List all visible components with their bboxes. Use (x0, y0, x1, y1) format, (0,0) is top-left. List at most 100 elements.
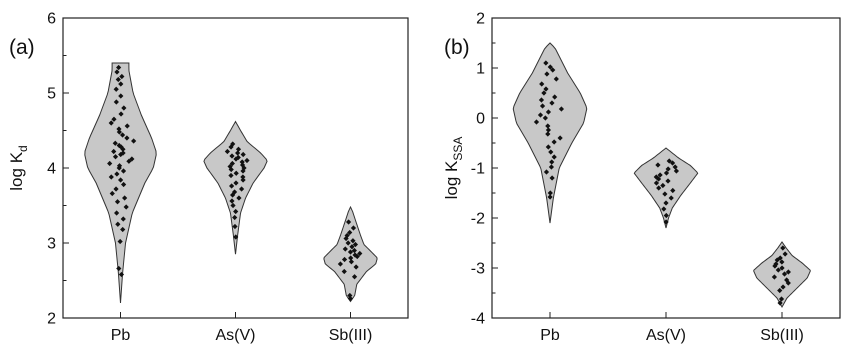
data-point (235, 146, 242, 152)
data-point (547, 194, 553, 200)
data-point (663, 170, 670, 176)
data-point (549, 175, 555, 181)
data-point (785, 269, 791, 275)
data-point (230, 141, 236, 147)
x-tick-label: Pb (540, 327, 560, 344)
data-point (236, 195, 242, 201)
data-point (118, 271, 125, 278)
data-point (663, 219, 669, 225)
data-point (118, 177, 124, 183)
data-point (661, 206, 667, 212)
data-point (345, 219, 352, 225)
data-point (533, 119, 540, 125)
y-tick-label: -4 (471, 311, 485, 328)
y-tick-label: 6 (47, 11, 56, 28)
data-point (673, 168, 679, 174)
data-point (353, 264, 359, 270)
y-tick-label: 5 (47, 86, 56, 103)
data-point (232, 214, 238, 221)
data-point (229, 198, 235, 204)
data-point (551, 139, 557, 145)
x-tick-label: Sb(III) (329, 327, 373, 344)
data-point (774, 257, 780, 263)
data-point (777, 300, 783, 306)
data-point (244, 157, 250, 164)
data-point (548, 149, 554, 155)
data-point (348, 259, 355, 265)
data-point (224, 148, 231, 155)
data-point (232, 223, 238, 230)
y-tick-label: 0 (476, 111, 485, 128)
data-point (549, 159, 555, 165)
data-point (131, 138, 137, 144)
data-point (118, 93, 124, 99)
data-point (670, 187, 676, 194)
data-point (113, 86, 119, 92)
data-point (116, 142, 122, 149)
data-point (777, 287, 783, 294)
data-point (545, 127, 552, 133)
y-axis-label: log Kd (7, 145, 30, 190)
violin-asv (203, 120, 268, 255)
data-point (779, 265, 785, 271)
data-point (233, 234, 239, 240)
data-point (665, 166, 671, 172)
data-point (341, 268, 347, 275)
data-point (122, 195, 128, 201)
data-point (120, 168, 127, 174)
data-point (666, 158, 672, 164)
data-point (354, 253, 360, 260)
data-point (229, 183, 235, 189)
data-point (545, 123, 551, 129)
data-point (235, 154, 241, 161)
panel-label: (b) (444, 36, 470, 59)
data-point (653, 174, 659, 180)
data-point (116, 129, 122, 135)
data-point (240, 174, 246, 180)
data-point (235, 150, 241, 156)
data-point (773, 261, 779, 267)
panel-b: -4 -3 -2 -1 0 1 2 Pb As(V) Sb(III) (b) log KSSA (442, 11, 841, 344)
data-point (663, 212, 669, 219)
data-point (539, 81, 545, 87)
data-point (663, 200, 669, 206)
data-point (341, 256, 348, 263)
data-point (119, 132, 126, 138)
data-point (113, 99, 119, 105)
data-point (344, 232, 350, 239)
data-point (118, 111, 124, 117)
data-point (342, 246, 348, 252)
data-point (543, 60, 549, 66)
data-point (548, 164, 555, 170)
y-tick-label: 2 (47, 311, 56, 328)
data-point (655, 162, 661, 168)
data-point (547, 190, 553, 196)
y-tick-label: -2 (471, 211, 485, 228)
violin-asv (633, 147, 699, 229)
data-point (349, 244, 355, 250)
data-point (549, 100, 555, 106)
data-point (775, 267, 781, 273)
data-point (345, 240, 351, 246)
data-point (656, 185, 662, 191)
data-point (777, 255, 783, 261)
data-point (227, 163, 233, 170)
y-tick-label: 3 (47, 236, 56, 253)
data-point (116, 163, 123, 169)
data-point (109, 190, 115, 197)
y-tick-label: 4 (47, 161, 56, 178)
data-point (229, 153, 235, 159)
y-tick-label: -3 (471, 261, 485, 278)
data-point (229, 160, 235, 167)
y-tick-label: -1 (471, 161, 485, 178)
data-point (107, 160, 113, 167)
data-point (123, 204, 129, 210)
data-point (108, 120, 114, 126)
data-point (657, 172, 663, 178)
data-point (771, 274, 777, 280)
data-point (113, 186, 119, 192)
data-point (785, 280, 791, 286)
data-point (545, 131, 551, 137)
data-point (778, 296, 785, 302)
